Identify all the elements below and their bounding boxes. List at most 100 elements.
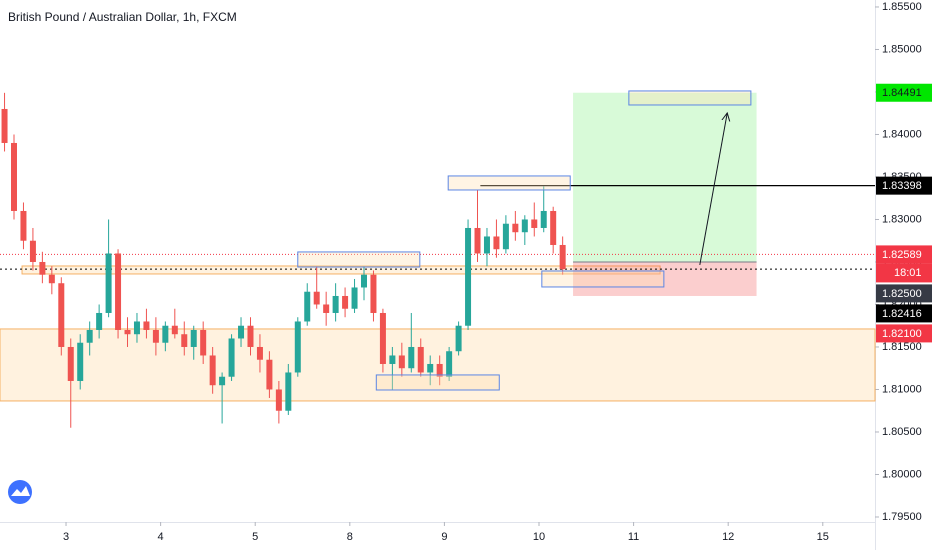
candle-body [294, 321, 301, 373]
x-tick-label: 5 [252, 531, 258, 543]
y-tick-label: 1.85500 [882, 1, 922, 13]
candle-body [502, 223, 509, 250]
candle-body [181, 334, 188, 347]
candle-body [342, 295, 349, 309]
zone [21, 265, 661, 275]
x-tick-label: 11 [628, 531, 639, 543]
candle-body [323, 304, 330, 313]
candle-body [285, 372, 292, 411]
candle-body [379, 312, 386, 364]
box [541, 270, 665, 288]
price-badge [876, 324, 932, 343]
candle-body [455, 325, 462, 352]
candle-body [266, 359, 273, 390]
candle-body [512, 223, 519, 233]
candle-body [11, 142, 17, 211]
candle-body [521, 219, 528, 233]
candle-body [483, 236, 490, 254]
candle-body [143, 321, 150, 330]
candle-body [105, 253, 112, 313]
x-tick-label: 10 [533, 531, 545, 543]
candle-body [48, 274, 55, 284]
y-tick-label: 1.85000 [882, 43, 922, 55]
candle-body [58, 283, 65, 347]
x-tick-label: 4 [158, 531, 164, 543]
y-tick-label: 1.80000 [882, 468, 922, 480]
candle-body [389, 355, 396, 364]
candle-body [219, 376, 226, 386]
candle-body [152, 329, 159, 343]
price-badge [876, 245, 932, 264]
candle-body [559, 244, 566, 270]
candle-body [398, 355, 405, 369]
candle-body [256, 346, 263, 360]
candle-body [200, 329, 207, 356]
box [375, 374, 500, 391]
candle-body [304, 291, 311, 322]
x-tick-label: 8 [347, 531, 353, 543]
y-tick-label: 1.83000 [882, 213, 922, 225]
price-badges: 1.84491 1.82500 1.82100 1.83398 1.82589 18:01… [876, 83, 932, 343]
candle-body [29, 240, 36, 262]
candle-body [124, 329, 131, 335]
candle-body [133, 321, 140, 335]
price-badge [876, 304, 932, 323]
y-tick-label: 1.80500 [882, 426, 922, 438]
logo [8, 480, 32, 504]
price-badge-label: 1.82416 [882, 308, 922, 320]
x-tick-label: 3 [63, 531, 69, 543]
candle-body [474, 227, 481, 254]
price-badge [876, 83, 932, 102]
candle-body [427, 363, 434, 373]
candle-body [67, 346, 74, 381]
candle-body [550, 210, 557, 245]
candle-body [332, 295, 339, 313]
box [628, 90, 752, 106]
candle-body [351, 287, 358, 309]
candle-body [228, 338, 235, 377]
x-tick-label: 9 [441, 531, 447, 543]
box [297, 251, 421, 268]
candle-body [408, 346, 415, 369]
candle-body [436, 363, 443, 377]
countdown-label: 18:01 [894, 267, 922, 279]
candle-body [171, 325, 178, 335]
x-tick-label: 12 [722, 531, 734, 543]
candle-body [417, 346, 424, 373]
candle-body [238, 325, 245, 339]
y-tick-label: 1.79500 [882, 511, 922, 523]
candle-body [446, 351, 453, 377]
candle-body [531, 219, 538, 228]
y-tick-label: 1.84000 [882, 128, 922, 140]
candle-body [39, 261, 46, 275]
candle-body [115, 253, 122, 330]
price-badge [876, 284, 932, 303]
candle-body [540, 210, 547, 228]
candle-body [162, 325, 169, 343]
candle-body [247, 325, 254, 347]
price-badge-label: 1.84491 [882, 87, 922, 99]
countdown-badge [876, 263, 932, 283]
price-badge-label: 1.83398 [882, 180, 922, 192]
candle-body [77, 342, 84, 381]
profit-area [573, 92, 757, 262]
candle-body [86, 329, 93, 343]
y-tick-label: 1.81000 [882, 383, 922, 395]
price-badge-label: 1.82500 [882, 288, 922, 300]
price-badge-label: 1.82100 [882, 328, 922, 340]
candle-body [20, 210, 27, 241]
arrow [699, 113, 727, 266]
x-tick-label: 15 [817, 531, 829, 543]
box [447, 175, 571, 191]
candle-body [361, 274, 367, 288]
y-tick-label: 1.81500 [882, 341, 922, 353]
candle-body [465, 227, 472, 326]
candle-body [96, 312, 103, 330]
candle-body [370, 274, 377, 313]
loss-area [573, 261, 757, 296]
price-badge-label: 1.82589 [882, 249, 922, 261]
candle-body [209, 355, 216, 386]
candle-body [313, 291, 320, 305]
price-badge [876, 176, 932, 195]
